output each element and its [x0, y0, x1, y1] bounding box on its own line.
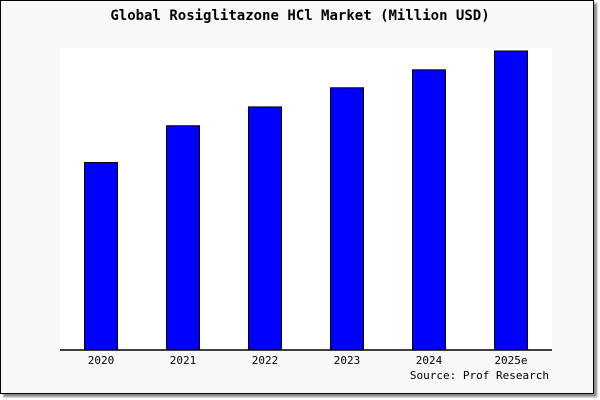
bar-2025e — [494, 50, 528, 351]
source-label: Source: Prof Research — [410, 369, 549, 382]
plot-area — [60, 48, 552, 350]
x-tick-label: 2021 — [170, 354, 197, 367]
bar-2022 — [248, 106, 282, 351]
x-tick-label: 2020 — [88, 354, 115, 367]
bar-2021 — [166, 125, 200, 351]
x-tick-label: 2022 — [252, 354, 279, 367]
x-tick-label: 2024 — [416, 354, 443, 367]
chart-title: Global Rosiglitazone HCl Market (Million… — [110, 8, 489, 24]
bar-2020 — [84, 162, 118, 351]
bar-2023 — [330, 87, 364, 351]
bar-2024 — [412, 69, 446, 351]
x-tick-label: 2023 — [334, 354, 361, 367]
x-tick-label: 2025e — [494, 354, 527, 367]
